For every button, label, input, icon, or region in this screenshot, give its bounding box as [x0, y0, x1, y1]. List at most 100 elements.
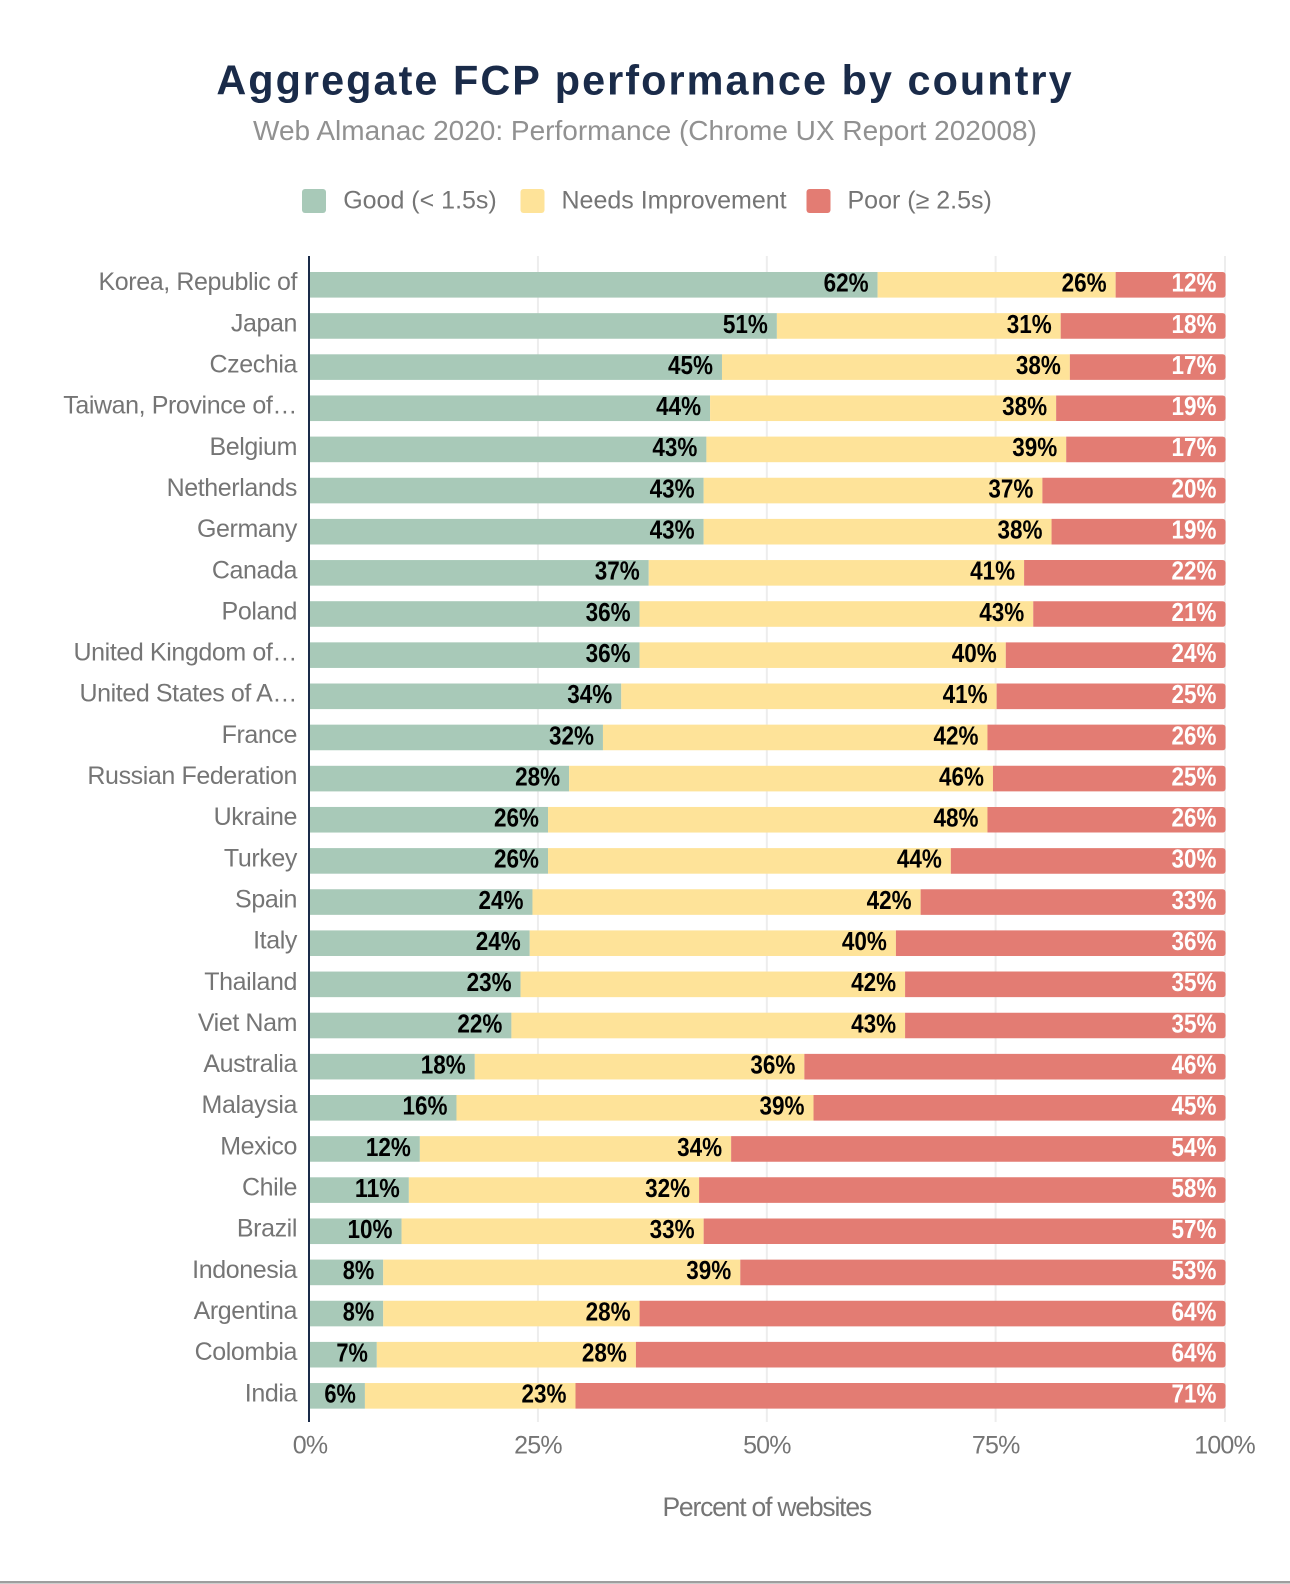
svg-text:Ukraine: Ukraine	[214, 803, 297, 831]
svg-text:71%: 71%	[1172, 1379, 1217, 1409]
svg-text:Aggregate FCP performance by c: Aggregate FCP performance by country	[216, 57, 1073, 103]
svg-text:51%: 51%	[723, 309, 768, 339]
svg-text:United Kingdom of…: United Kingdom of…	[74, 639, 297, 667]
svg-text:26%: 26%	[494, 803, 539, 833]
svg-text:25%: 25%	[514, 1432, 562, 1460]
svg-text:40%: 40%	[842, 926, 887, 956]
svg-text:21%: 21%	[1172, 597, 1217, 627]
svg-text:42%: 42%	[933, 720, 978, 750]
svg-text:Web Almanac 2020: Performance: Web Almanac 2020: Performance (Chrome UX…	[253, 115, 1037, 146]
svg-text:64%: 64%	[1172, 1296, 1217, 1326]
svg-text:17%: 17%	[1172, 432, 1217, 462]
svg-text:35%: 35%	[1172, 967, 1217, 997]
svg-text:45%: 45%	[1172, 1091, 1217, 1121]
svg-text:22%: 22%	[1172, 556, 1217, 586]
svg-text:India: India	[245, 1379, 298, 1407]
svg-text:38%: 38%	[998, 515, 1043, 545]
svg-text:33%: 33%	[1172, 885, 1217, 915]
svg-text:Needs Improvement: Needs Improvement	[562, 187, 787, 215]
svg-text:42%: 42%	[851, 967, 896, 997]
svg-text:Chile: Chile	[242, 1174, 297, 1202]
svg-text:36%: 36%	[750, 1049, 795, 1079]
svg-text:23%: 23%	[522, 1379, 567, 1409]
svg-text:30%: 30%	[1172, 844, 1217, 874]
svg-text:26%: 26%	[1172, 720, 1217, 750]
svg-text:Turkey: Turkey	[224, 844, 298, 872]
svg-text:31%: 31%	[1007, 309, 1052, 339]
svg-text:36%: 36%	[586, 638, 631, 668]
svg-text:23%: 23%	[467, 967, 512, 997]
svg-text:Australia: Australia	[203, 1050, 297, 1078]
svg-text:43%: 43%	[650, 473, 695, 503]
svg-text:Poland: Poland	[222, 597, 297, 625]
svg-text:Percent of websites: Percent of websites	[662, 1492, 871, 1522]
svg-text:53%: 53%	[1172, 1255, 1217, 1285]
svg-text:57%: 57%	[1172, 1214, 1217, 1244]
svg-text:25%: 25%	[1172, 761, 1217, 791]
svg-text:62%: 62%	[824, 268, 869, 298]
svg-text:26%: 26%	[494, 844, 539, 874]
svg-text:19%: 19%	[1172, 515, 1217, 545]
svg-text:11%: 11%	[355, 1173, 400, 1203]
svg-text:38%: 38%	[1016, 350, 1061, 380]
svg-text:44%: 44%	[656, 391, 701, 421]
svg-text:22%: 22%	[457, 1008, 502, 1038]
svg-text:United States of A…: United States of A…	[79, 680, 297, 708]
svg-text:37%: 37%	[988, 473, 1033, 503]
svg-text:36%: 36%	[586, 597, 631, 627]
svg-text:Taiwan, Province of…: Taiwan, Province of…	[63, 392, 297, 420]
svg-text:Japan: Japan	[231, 309, 297, 337]
svg-text:43%: 43%	[979, 597, 1024, 627]
svg-text:Indonesia: Indonesia	[192, 1256, 297, 1284]
svg-text:Czechia: Czechia	[209, 351, 297, 379]
svg-text:Spain: Spain	[235, 885, 297, 913]
svg-text:35%: 35%	[1172, 1008, 1217, 1038]
svg-text:44%: 44%	[897, 844, 942, 874]
svg-text:41%: 41%	[943, 679, 988, 709]
svg-text:64%: 64%	[1172, 1338, 1217, 1368]
svg-text:Viet Nam: Viet Nam	[198, 1009, 297, 1037]
svg-text:17%: 17%	[1172, 350, 1217, 380]
svg-text:46%: 46%	[939, 761, 984, 791]
svg-text:39%: 39%	[1012, 432, 1057, 462]
svg-text:43%: 43%	[650, 515, 695, 545]
svg-text:100%: 100%	[1194, 1432, 1255, 1460]
svg-text:Malaysia: Malaysia	[202, 1091, 298, 1119]
svg-text:Good (< 1.5s): Good (< 1.5s)	[343, 187, 497, 215]
svg-text:28%: 28%	[586, 1296, 631, 1326]
svg-text:48%: 48%	[933, 803, 978, 833]
svg-text:38%: 38%	[1002, 391, 1047, 421]
svg-text:34%: 34%	[567, 679, 612, 709]
svg-text:26%: 26%	[1062, 268, 1107, 298]
svg-text:32%: 32%	[645, 1173, 690, 1203]
svg-text:8%: 8%	[343, 1255, 375, 1285]
svg-text:12%: 12%	[1172, 268, 1217, 298]
svg-text:Russian Federation: Russian Federation	[87, 762, 297, 790]
svg-text:54%: 54%	[1172, 1132, 1217, 1162]
svg-text:Korea, Republic of: Korea, Republic of	[99, 268, 298, 296]
svg-text:Colombia: Colombia	[195, 1338, 298, 1366]
svg-text:16%: 16%	[402, 1091, 447, 1121]
svg-text:24%: 24%	[1172, 638, 1217, 668]
svg-text:32%: 32%	[549, 720, 594, 750]
svg-text:43%: 43%	[851, 1008, 896, 1038]
svg-text:46%: 46%	[1172, 1049, 1217, 1079]
svg-text:28%: 28%	[515, 761, 560, 791]
svg-text:Brazil: Brazil	[237, 1215, 297, 1243]
svg-text:50%: 50%	[743, 1432, 791, 1460]
svg-text:19%: 19%	[1172, 391, 1217, 421]
svg-text:10%: 10%	[348, 1214, 393, 1244]
svg-text:Canada: Canada	[212, 556, 298, 584]
svg-text:34%: 34%	[677, 1132, 722, 1162]
svg-text:Thailand: Thailand	[204, 968, 297, 996]
svg-text:18%: 18%	[421, 1049, 466, 1079]
svg-text:Netherlands: Netherlands	[167, 474, 297, 502]
svg-text:18%: 18%	[1172, 309, 1217, 339]
svg-text:20%: 20%	[1172, 473, 1217, 503]
svg-text:39%: 39%	[686, 1255, 731, 1285]
svg-text:Italy: Italy	[253, 927, 298, 955]
svg-text:Mexico: Mexico	[220, 1132, 297, 1160]
svg-text:8%: 8%	[343, 1296, 375, 1326]
svg-text:26%: 26%	[1172, 803, 1217, 833]
svg-text:36%: 36%	[1172, 926, 1217, 956]
